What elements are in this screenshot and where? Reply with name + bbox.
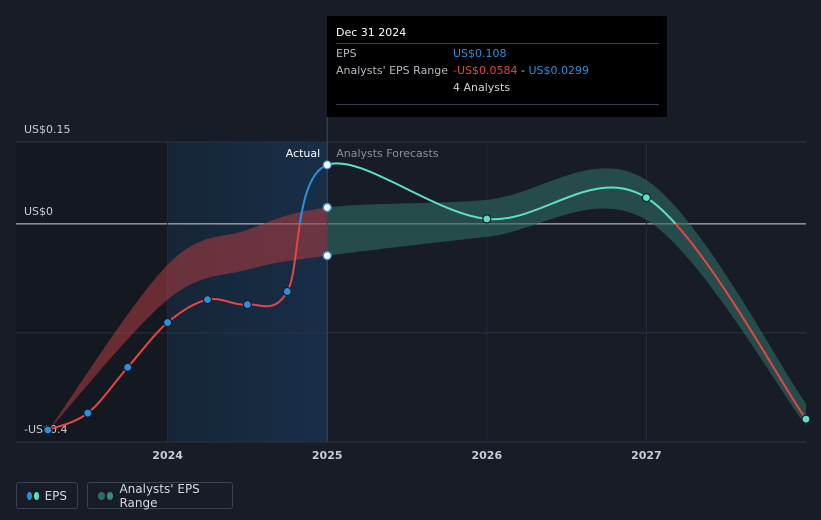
eps-marker — [641, 193, 652, 203]
tooltip: Dec 31 2024 EPS US$0.108 Analysts' EPS Ra… — [327, 16, 667, 117]
eps-line — [327, 162, 677, 224]
tooltip-value: -US$0.0584 — [453, 64, 518, 77]
tooltip-separator: - — [517, 64, 529, 77]
eps-marker — [83, 408, 93, 418]
eps-marker — [202, 295, 213, 305]
x-tick-label: 2026 — [471, 449, 502, 462]
tooltip-analysts: 4 Analysts — [453, 81, 511, 94]
x-tick-label: 2025 — [312, 449, 343, 462]
y-tick-label: US$0.15 — [24, 123, 71, 136]
tooltip-label: EPS — [336, 47, 357, 60]
legend-item[interactable]: Analysts' EPS Range — [87, 481, 233, 510]
past-highlight — [167, 142, 328, 442]
range-marker — [322, 250, 332, 261]
y-tick-label: US$0 — [24, 205, 53, 218]
annotation: Actual — [286, 147, 320, 160]
tooltip-value: US$0.108 — [453, 47, 507, 60]
annotation: Analysts Forecasts — [336, 147, 439, 160]
range-band — [47, 207, 328, 432]
past-region — [16, 142, 168, 442]
x-tick-label: 2027 — [631, 449, 662, 462]
legend-item[interactable]: EPS — [16, 482, 78, 509]
eps-marker — [322, 160, 332, 170]
tooltip-label: Analysts' EPS Range — [336, 64, 449, 77]
eps-marker — [282, 286, 292, 297]
tooltip-value: US$0.0299 — [528, 64, 589, 77]
eps-marker — [163, 317, 173, 328]
range-band — [327, 168, 806, 426]
legend-label: EPS — [44, 488, 67, 503]
tooltip-date: Dec 31 2024 — [336, 26, 407, 39]
eps-marker — [242, 299, 253, 310]
range-marker — [322, 202, 332, 213]
x-tick-label: 2024 — [152, 449, 183, 462]
eps-marker — [123, 362, 133, 372]
eps-marker — [43, 425, 53, 435]
legend-label: Analysts' EPS Range — [119, 481, 200, 510]
eps-marker — [482, 214, 492, 224]
eps-marker — [801, 414, 811, 424]
